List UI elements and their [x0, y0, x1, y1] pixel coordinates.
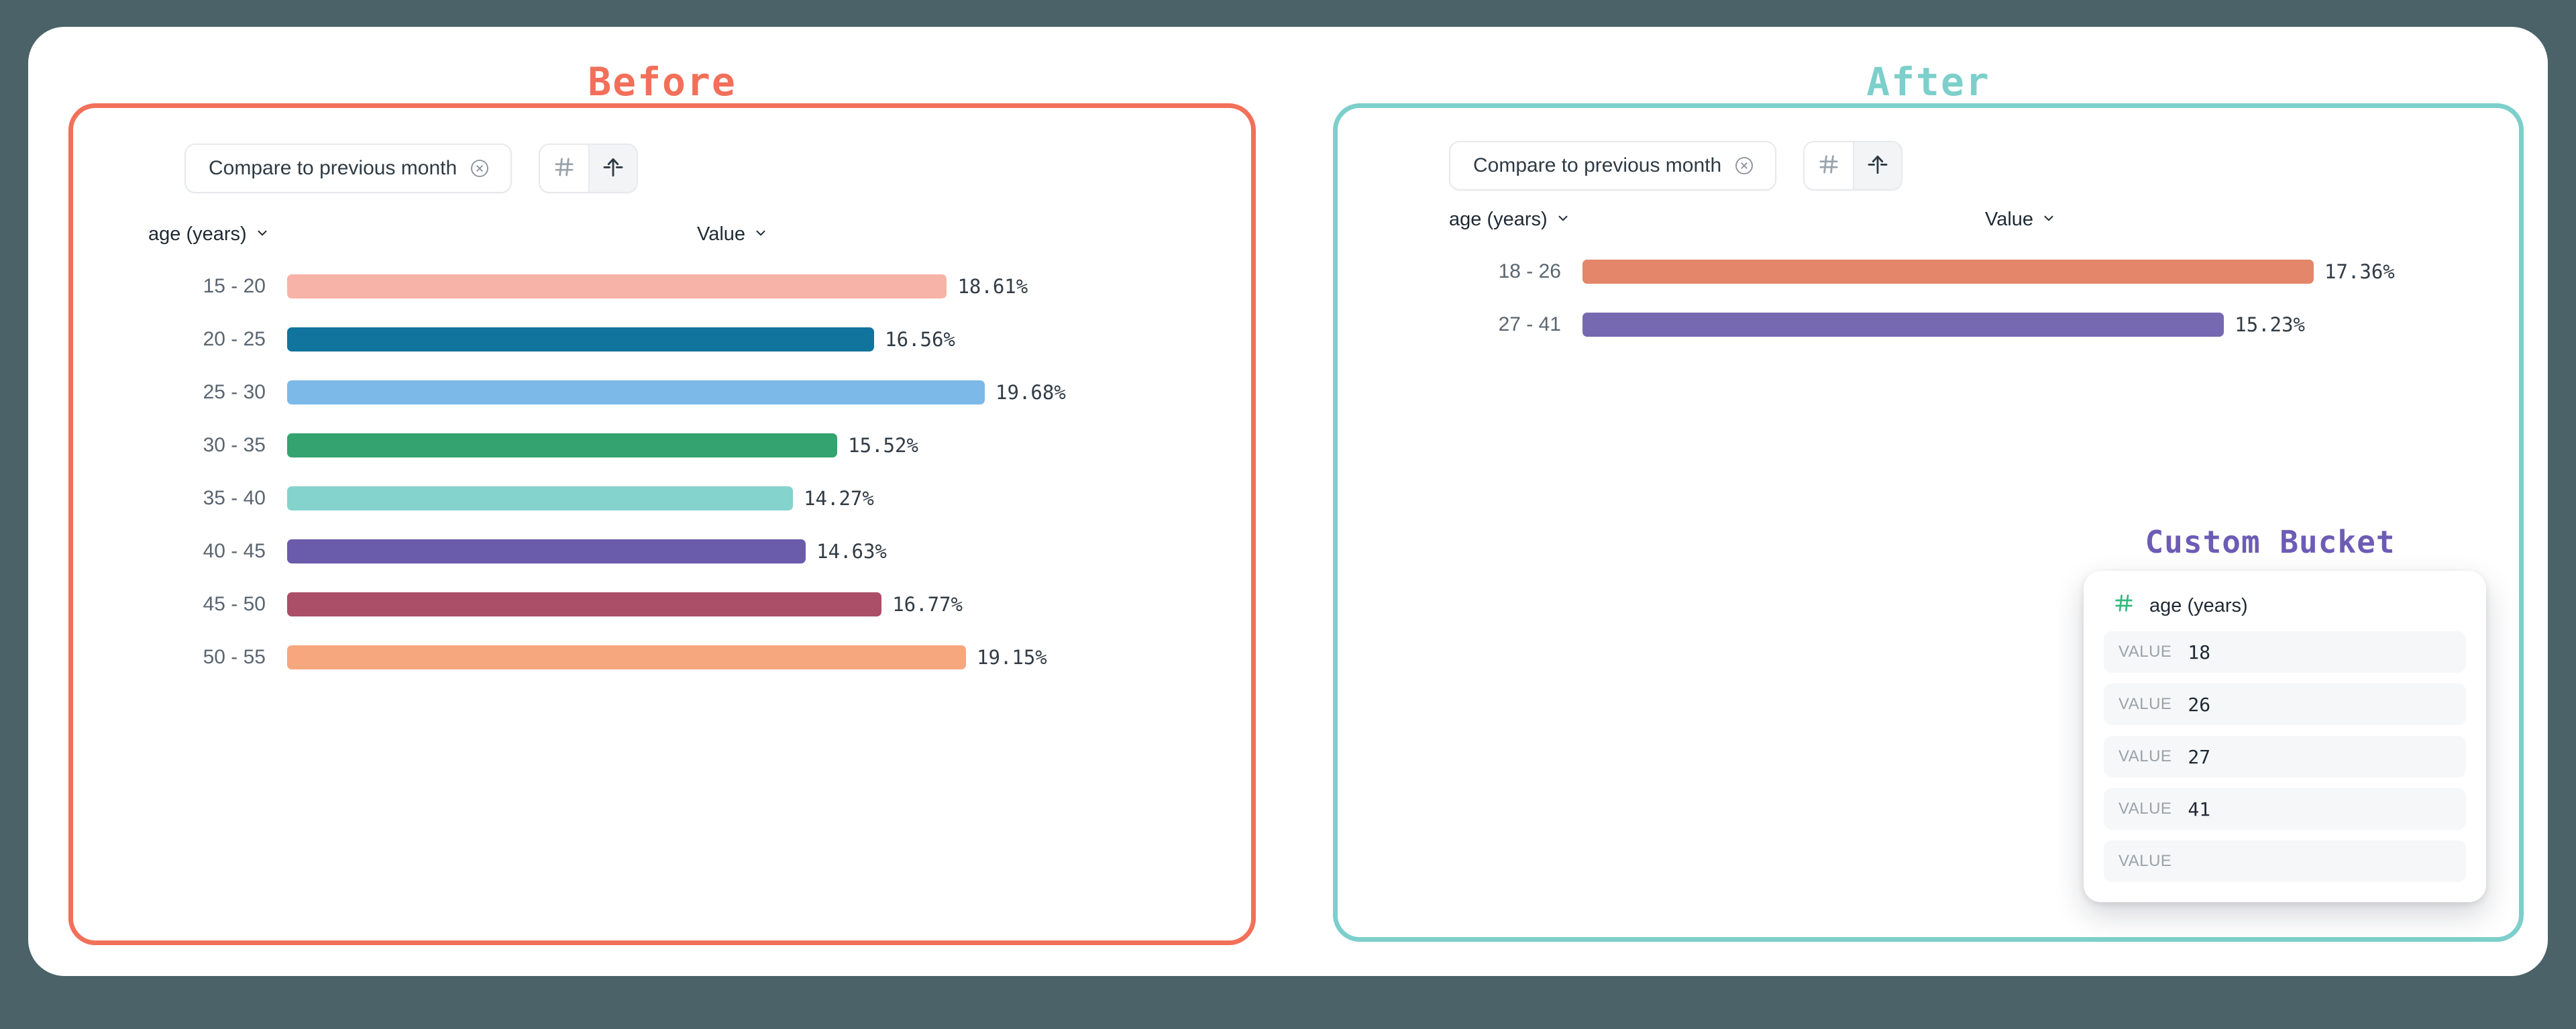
toggle-numeric-after[interactable]: [1805, 142, 1854, 189]
bar-fill[interactable]: [287, 327, 875, 351]
bar-fill[interactable]: [287, 539, 806, 563]
column-header-dimension-label: age (years): [1449, 209, 1548, 230]
bar-value-label: 19.68%: [996, 381, 1066, 404]
after-panel: Compare to previous month: [1333, 103, 2524, 942]
after-title: After: [1866, 59, 1990, 105]
chevron-down-icon: [1556, 209, 1570, 231]
bar-row[interactable]: 25 - 30 19.68%: [143, 375, 1066, 410]
hash-icon: [553, 156, 576, 182]
bar-value-label: 14.27%: [804, 487, 874, 510]
bar-row-label: 35 - 40: [203, 487, 266, 509]
bar-value-label: 15.52%: [848, 434, 918, 457]
custom-bucket-value-input[interactable]: 18: [2188, 641, 2211, 663]
bar-value-label: 16.77%: [892, 593, 963, 616]
hash-icon: [2113, 592, 2135, 619]
bar-row-label: 40 - 45: [203, 540, 266, 562]
hash-icon: [1817, 153, 1840, 179]
bar-row[interactable]: 27 - 41 15.23%: [1438, 307, 2305, 342]
bar-fill[interactable]: [287, 433, 838, 457]
bar-row[interactable]: 50 - 55 19.15%: [143, 640, 1047, 675]
bar-value-label: 16.56%: [885, 328, 955, 351]
bar-row-label: 45 - 50: [203, 593, 266, 615]
bar-row[interactable]: 45 - 50 16.77%: [143, 587, 963, 622]
bar-row-label: 20 - 25: [203, 328, 266, 350]
bar-row[interactable]: 15 - 20 18.61%: [143, 269, 1028, 304]
bar-fill[interactable]: [287, 274, 947, 299]
custom-bucket-value-row[interactable]: VALUE: [2104, 841, 2466, 882]
bar-row[interactable]: 40 - 45 14.63%: [143, 534, 887, 569]
before-toolbar: Compare to previous month: [184, 144, 639, 193]
custom-bucket-value-key: VALUE: [2118, 747, 2172, 765]
custom-bucket-value-key: VALUE: [2118, 852, 2172, 870]
custom-bucket-value-input[interactable]: 26: [2188, 693, 2211, 716]
custom-bucket-field: age (years): [2104, 588, 2466, 631]
column-header-value-after[interactable]: Value: [1985, 209, 2056, 231]
custom-bucket-value-key: VALUE: [2118, 695, 2172, 713]
custom-bucket-value-row[interactable]: VALUE 26: [2104, 684, 2466, 725]
custom-bucket-value-input[interactable]: 27: [2188, 745, 2211, 768]
bar-value-label: 18.61%: [957, 275, 1028, 298]
chevron-down-icon: [753, 223, 768, 246]
bar-value-label: 17.36%: [2324, 260, 2395, 283]
bar-row-label: 25 - 30: [203, 381, 266, 403]
column-header-value-label: Value: [1985, 209, 2034, 230]
before-section: Before Compare to previous month: [68, 59, 1256, 945]
close-circle-icon[interactable]: [469, 158, 490, 179]
bar-row-label: 18 - 26: [1498, 260, 1561, 282]
bar-fill[interactable]: [1582, 260, 2314, 284]
custom-bucket-value-row[interactable]: VALUE 41: [2104, 788, 2466, 830]
page-card: Before Compare to previous month: [28, 27, 2548, 976]
view-toggle-before[interactable]: [539, 144, 639, 193]
compare-chip-after[interactable]: Compare to previous month: [1449, 141, 1777, 191]
bar-value-label: 15.23%: [2235, 313, 2306, 336]
bar-fill[interactable]: [1582, 313, 2224, 337]
bar-row-label: 30 - 35: [203, 434, 266, 456]
bar-fill[interactable]: [287, 592, 882, 616]
before-panel: Compare to previous month: [68, 103, 1256, 945]
bar-fill[interactable]: [287, 380, 985, 404]
view-toggle-after[interactable]: [1803, 141, 1903, 191]
column-header-dimension-before[interactable]: age (years): [148, 223, 270, 246]
toggle-distribution-before[interactable]: [588, 145, 637, 192]
bar-row-label: 50 - 55: [203, 646, 266, 668]
compare-chip-label: Compare to previous month: [209, 157, 458, 179]
bar-row-label: 27 - 41: [1498, 313, 1561, 335]
bar-row[interactable]: 18 - 26 17.36%: [1438, 254, 2395, 289]
custom-bucket-field-label: age (years): [2149, 594, 2248, 616]
compare-chip-label: Compare to previous month: [1473, 154, 1722, 176]
toggle-numeric-before[interactable]: [540, 145, 589, 192]
bar-row[interactable]: 30 - 35 15.52%: [143, 428, 918, 463]
custom-bucket-value-input[interactable]: 41: [2188, 798, 2211, 820]
custom-bucket-value-key: VALUE: [2118, 800, 2172, 818]
custom-bucket-title: Custom Bucket: [2145, 524, 2396, 560]
after-toolbar: Compare to previous month: [1449, 141, 1903, 191]
bar-row[interactable]: 20 - 25 16.56%: [143, 322, 955, 357]
close-circle-icon[interactable]: [1733, 155, 1755, 176]
bar-row[interactable]: 35 - 40 14.27%: [143, 481, 874, 516]
column-header-value-before[interactable]: Value: [697, 223, 768, 246]
distribution-arrow-icon: [1866, 153, 1889, 179]
custom-bucket-popup: age (years) VALUE 18 VALUE 26 VALUE 27 VALUE 41…: [2084, 571, 2486, 902]
custom-bucket-row-list: VALUE 18 VALUE 26 VALUE 27 VALUE 41 VALUE: [2104, 631, 2466, 882]
bar-row-label: 15 - 20: [203, 275, 266, 297]
bar-fill[interactable]: [287, 486, 794, 510]
bar-value-label: 14.63%: [816, 540, 887, 563]
toggle-distribution-after[interactable]: [1853, 142, 1902, 189]
compare-chip-before[interactable]: Compare to previous month: [184, 144, 513, 193]
bar-fill[interactable]: [287, 645, 966, 669]
distribution-arrow-icon: [602, 156, 625, 182]
chevron-down-icon: [255, 223, 270, 246]
column-header-dimension-label: age (years): [148, 223, 247, 245]
custom-bucket-value-row[interactable]: VALUE 18: [2104, 631, 2466, 673]
bar-value-label: 19.15%: [976, 646, 1047, 669]
before-title: Before: [588, 59, 737, 105]
column-header-dimension-after[interactable]: age (years): [1449, 209, 1570, 231]
custom-bucket-value-key: VALUE: [2118, 643, 2172, 661]
custom-bucket-value-row[interactable]: VALUE 27: [2104, 736, 2466, 777]
after-section: After Compare to previous month: [1333, 59, 2524, 944]
column-header-value-label: Value: [697, 223, 746, 245]
chevron-down-icon: [2041, 209, 2056, 231]
